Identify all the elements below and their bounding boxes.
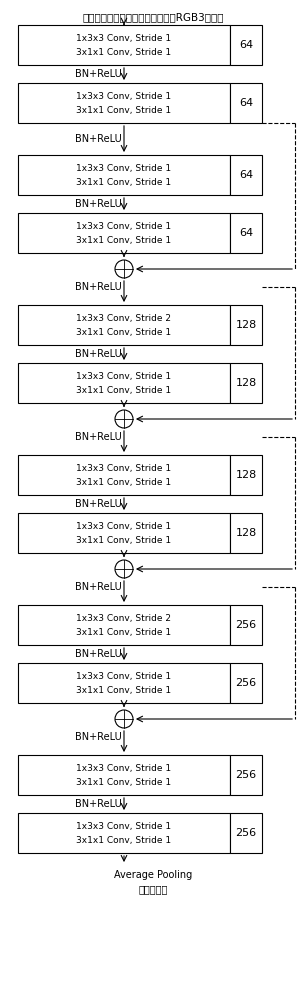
Bar — [18, 455, 230, 495]
Text: 1x3x3 Conv, Stride 1: 1x3x3 Conv, Stride 1 — [76, 163, 172, 172]
Bar — [230, 455, 262, 495]
Text: 3x1x1 Conv, Stride 1: 3x1x1 Conv, Stride 1 — [76, 47, 172, 56]
Text: 256: 256 — [235, 620, 257, 630]
Bar — [230, 155, 262, 195]
Bar — [18, 605, 230, 645]
Bar — [18, 213, 230, 253]
Text: 二维特征图: 二维特征图 — [139, 884, 168, 894]
Bar — [230, 813, 262, 853]
Text: 64: 64 — [239, 228, 253, 238]
Text: BN+ReLU: BN+ReLU — [75, 582, 122, 592]
Text: 64: 64 — [239, 98, 253, 108]
Bar — [230, 605, 262, 645]
Text: 1x3x3 Conv, Stride 2: 1x3x3 Conv, Stride 2 — [76, 314, 172, 322]
Text: 1x3x3 Conv, Stride 1: 1x3x3 Conv, Stride 1 — [76, 222, 172, 231]
Text: 128: 128 — [235, 320, 257, 330]
Bar — [230, 363, 262, 403]
Text: 256: 256 — [235, 770, 257, 780]
Bar — [18, 25, 230, 65]
Text: BN+ReLU: BN+ReLU — [75, 499, 122, 509]
Text: 3x1x1 Conv, Stride 1: 3x1x1 Conv, Stride 1 — [76, 105, 172, 114]
Text: 3x1x1 Conv, Stride 1: 3x1x1 Conv, Stride 1 — [76, 328, 172, 336]
Bar — [18, 813, 230, 853]
Text: 1x3x3 Conv, Stride 1: 1x3x3 Conv, Stride 1 — [76, 33, 172, 42]
Text: 128: 128 — [235, 378, 257, 388]
Bar — [230, 25, 262, 65]
Text: BN+ReLU: BN+ReLU — [75, 732, 122, 742]
Bar — [230, 663, 262, 703]
Text: BN+ReLU: BN+ReLU — [75, 649, 122, 659]
Text: 256: 256 — [235, 678, 257, 688]
Text: BN+ReLU: BN+ReLU — [75, 69, 122, 79]
Bar — [18, 83, 230, 123]
Text: Average Pooling: Average Pooling — [115, 870, 192, 880]
Bar — [230, 305, 262, 345]
Text: 1x3x3 Conv, Stride 1: 1x3x3 Conv, Stride 1 — [76, 92, 172, 101]
Text: 输入图像帧序列，每个图像帧包括RGB3个通道: 输入图像帧序列，每个图像帧包括RGB3个通道 — [83, 12, 224, 22]
Bar — [230, 513, 262, 553]
Text: 3x1x1 Conv, Stride 1: 3x1x1 Conv, Stride 1 — [76, 536, 172, 544]
Text: 1x3x3 Conv, Stride 1: 1x3x3 Conv, Stride 1 — [76, 822, 172, 830]
Text: 3x1x1 Conv, Stride 1: 3x1x1 Conv, Stride 1 — [76, 478, 172, 487]
Bar — [18, 305, 230, 345]
Bar — [18, 513, 230, 553]
Text: BN+ReLU: BN+ReLU — [75, 199, 122, 209]
Bar — [230, 213, 262, 253]
Text: 1x3x3 Conv, Stride 1: 1x3x3 Conv, Stride 1 — [76, 371, 172, 380]
Bar — [18, 363, 230, 403]
Text: BN+ReLU: BN+ReLU — [75, 282, 122, 292]
Text: 3x1x1 Conv, Stride 1: 3x1x1 Conv, Stride 1 — [76, 686, 172, 694]
Text: 256: 256 — [235, 828, 257, 838]
Text: 1x3x3 Conv, Stride 1: 1x3x3 Conv, Stride 1 — [76, 764, 172, 772]
Text: BN+ReLU: BN+ReLU — [75, 134, 122, 144]
Bar — [18, 755, 230, 795]
Text: 1x3x3 Conv, Stride 1: 1x3x3 Conv, Stride 1 — [76, 672, 172, 680]
Text: 64: 64 — [239, 40, 253, 50]
Text: BN+ReLU: BN+ReLU — [75, 349, 122, 359]
Text: BN+ReLU: BN+ReLU — [75, 799, 122, 809]
Text: 3x1x1 Conv, Stride 1: 3x1x1 Conv, Stride 1 — [76, 836, 172, 844]
Text: 128: 128 — [235, 470, 257, 480]
Text: 1x3x3 Conv, Stride 2: 1x3x3 Conv, Stride 2 — [76, 613, 172, 622]
Bar — [18, 155, 230, 195]
Text: 1x3x3 Conv, Stride 1: 1x3x3 Conv, Stride 1 — [76, 464, 172, 473]
Text: 3x1x1 Conv, Stride 1: 3x1x1 Conv, Stride 1 — [76, 778, 172, 786]
Text: 128: 128 — [235, 528, 257, 538]
Text: BN+ReLU: BN+ReLU — [75, 432, 122, 442]
Text: 1x3x3 Conv, Stride 1: 1x3x3 Conv, Stride 1 — [76, 522, 172, 530]
Text: 64: 64 — [239, 170, 253, 180]
Text: 3x1x1 Conv, Stride 1: 3x1x1 Conv, Stride 1 — [76, 178, 172, 186]
Bar — [18, 663, 230, 703]
Text: 3x1x1 Conv, Stride 1: 3x1x1 Conv, Stride 1 — [76, 385, 172, 394]
Bar — [230, 755, 262, 795]
Bar — [230, 83, 262, 123]
Text: 3x1x1 Conv, Stride 1: 3x1x1 Conv, Stride 1 — [76, 628, 172, 637]
Text: 3x1x1 Conv, Stride 1: 3x1x1 Conv, Stride 1 — [76, 235, 172, 244]
